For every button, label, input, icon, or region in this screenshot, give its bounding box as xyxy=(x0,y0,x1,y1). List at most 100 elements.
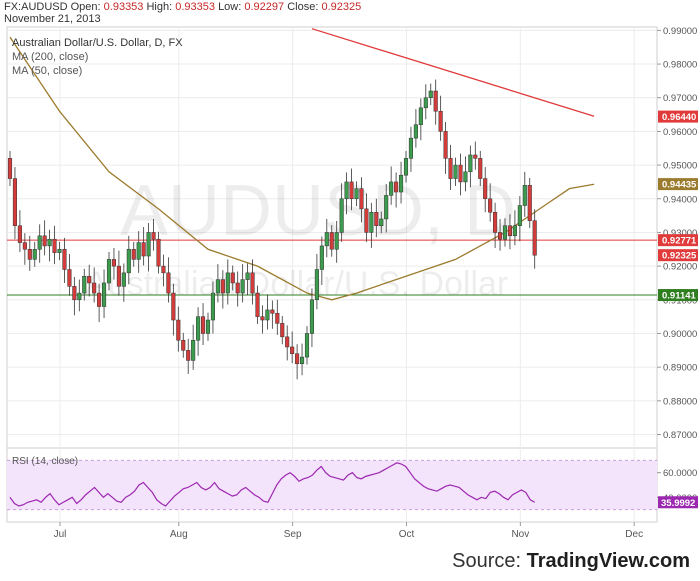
candle-bull xyxy=(300,356,305,365)
candle-bear xyxy=(394,181,399,193)
candle-bear xyxy=(374,211,379,226)
y-tick-label: 0.96000 xyxy=(663,127,697,138)
price-label-box xyxy=(658,289,698,302)
rsi-y-tick-label: 60.0000 xyxy=(663,468,697,479)
candle-bull xyxy=(334,232,339,250)
candle-bull xyxy=(265,309,270,321)
low-label: Low: xyxy=(218,1,242,13)
candle-bear xyxy=(443,131,448,159)
y-tick-label: 0.99000 xyxy=(663,26,697,37)
candle-bear xyxy=(290,346,295,354)
candle-bear xyxy=(230,272,235,284)
candle-bull xyxy=(408,137,413,159)
candle-bear xyxy=(52,238,57,253)
candle-bear xyxy=(527,185,532,221)
candle-bear xyxy=(438,110,443,132)
candle-bear xyxy=(507,225,512,237)
candle-bear xyxy=(62,249,67,270)
candle-bear xyxy=(12,178,17,226)
legend-ma200: MA (200, close) xyxy=(12,51,88,63)
y-tick-label: 0.94000 xyxy=(663,194,697,205)
candle-bear xyxy=(250,272,255,294)
candle-bear xyxy=(285,336,290,348)
y-tick-label: 0.95000 xyxy=(663,161,697,172)
candle-bull xyxy=(304,333,310,358)
candle-bear xyxy=(7,158,13,179)
candle-bear xyxy=(275,313,280,324)
ma50-line xyxy=(9,36,595,301)
candle-bear xyxy=(255,292,260,317)
price-label-box xyxy=(658,178,698,191)
candle-bear xyxy=(186,350,191,361)
candle-bear xyxy=(17,225,22,243)
candle-bear xyxy=(131,249,136,260)
candle-bear xyxy=(483,178,488,200)
candle-bull xyxy=(37,235,42,250)
candle-bull xyxy=(418,107,423,125)
candle-bear xyxy=(270,309,275,314)
y-tick-label: 0.98000 xyxy=(663,60,697,71)
candle-bull xyxy=(205,319,211,334)
candle-bull xyxy=(428,90,433,98)
candle-bear xyxy=(478,158,483,179)
candle-bull xyxy=(344,181,349,200)
price-label: 0.91141 xyxy=(662,291,697,302)
candle-bull xyxy=(384,195,389,220)
rsi-value-box xyxy=(658,496,698,509)
candle-bull xyxy=(196,316,201,341)
open-value: 0.93353 xyxy=(103,1,144,13)
candle-bull xyxy=(32,249,37,260)
candle-bull xyxy=(468,154,473,173)
x-tick-label: Jul xyxy=(54,529,67,540)
candle-bear xyxy=(532,220,537,256)
date-label: November 21, 2013 xyxy=(4,13,101,25)
candle-bear xyxy=(280,323,285,338)
y-tick-label: 0.92000 xyxy=(663,262,697,273)
candle-bull xyxy=(319,245,324,270)
candle-bear xyxy=(161,265,166,274)
candle-bull xyxy=(215,279,220,294)
y-tick-label: 0.88000 xyxy=(663,396,697,407)
candle-bear xyxy=(359,188,364,210)
candle-bull xyxy=(413,124,418,139)
candle-bear xyxy=(473,154,478,159)
candle-bull xyxy=(339,198,344,233)
candle-bull xyxy=(379,218,384,226)
candle-bull xyxy=(191,339,196,361)
rsi-line xyxy=(9,462,535,507)
watermark-name: Australian Dollar/U.S. Dollar xyxy=(85,265,508,303)
candle-bull xyxy=(522,185,527,206)
candle-bull xyxy=(324,232,329,247)
y-tick-label: 0.93000 xyxy=(663,228,697,239)
rsi-band xyxy=(7,460,657,510)
candle-bull xyxy=(453,164,458,179)
candle-bull xyxy=(210,292,215,321)
open-label: Open: xyxy=(70,1,101,13)
source-brand: TradingView.com xyxy=(526,550,690,572)
candle-bull xyxy=(309,299,314,334)
candle-bull xyxy=(314,269,319,301)
price-label-box xyxy=(658,110,698,123)
candle-bear xyxy=(87,275,92,284)
candle-bull xyxy=(47,238,52,247)
candle-bear xyxy=(329,232,334,250)
source-credit: Source: TradingView.com xyxy=(452,550,690,573)
low-value: 0.92297 xyxy=(244,1,285,13)
candle-bear xyxy=(235,282,240,294)
candle-bear xyxy=(166,272,171,294)
candle-bull xyxy=(399,174,404,193)
price-label: 0.94435 xyxy=(662,180,697,191)
candle-bear xyxy=(92,282,97,294)
candle-bull xyxy=(102,282,107,307)
candle-bear xyxy=(156,238,161,267)
candle-bear xyxy=(260,316,265,321)
y-tick-label: 0.97000 xyxy=(663,93,697,104)
candle-bear xyxy=(488,198,493,213)
candle-bear xyxy=(181,339,186,351)
candle-bear xyxy=(458,164,463,183)
price-label-box xyxy=(658,234,698,247)
y-tick-label: 0.87000 xyxy=(663,430,697,441)
close-value: 0.92325 xyxy=(321,1,362,13)
candle-bull xyxy=(126,249,131,274)
